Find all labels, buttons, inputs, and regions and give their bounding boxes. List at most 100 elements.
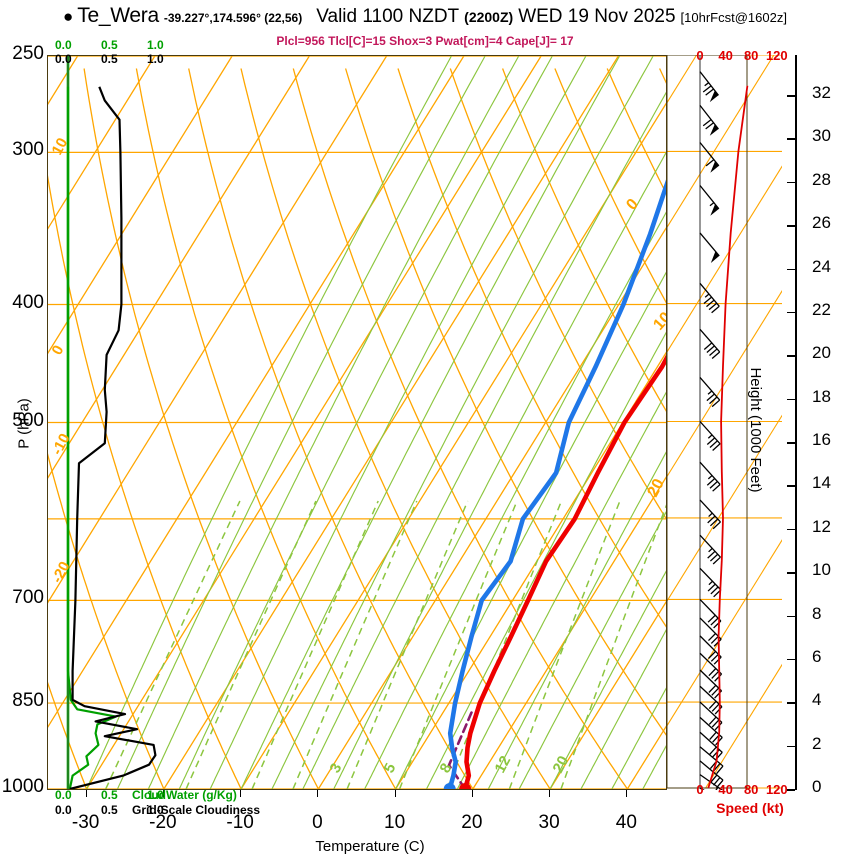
speed-axis-label: Speed (kt) [716,800,784,816]
temperature-tickmark [85,790,87,797]
height-tickmark [787,615,795,617]
svg-text:3: 3 [327,761,346,776]
height-tickmark [787,225,795,227]
sounding-curves [443,179,666,789]
temperature-tick-10: 10 [384,812,406,833]
pressure-tick-250: 250 [12,43,44,64]
speed-tick-top-80: 80 [743,48,759,63]
height-tick-4: 4 [812,690,822,710]
cloudwater-tick-bottom-2: 1.0 [147,788,164,802]
pressure-axis-label: P (hPa) [15,398,33,449]
height-tick-0: 0 [812,777,822,796]
pressure-tick-850: 850 [12,690,44,712]
svg-text:5: 5 [381,761,400,776]
svg-text:-20: -20 [49,559,74,586]
speed-tick-top-0: 0 [696,48,704,63]
dry-adiabat-lines [48,68,666,789]
height-tickmark [787,528,795,531]
wind-canvas [0,54,850,812]
temperature-tickmark [626,790,628,797]
svg-text:0: 0 [623,196,642,214]
temperature-tick--20: -20 [149,812,177,833]
cloudiness-axis-label: Grid-Scale Cloudiness [132,803,261,817]
height-tick-10: 10 [812,560,831,580]
valid-time: Valid 1100 NZDT [316,6,460,27]
cloudwater-tick-top-0: 0.0 [55,38,72,52]
height-tickmark [787,181,795,184]
height-tick-22: 22 [812,299,831,319]
station-name: Te_Wera [77,4,159,27]
speed-tick-bottom-0: 0 [696,782,704,797]
speed-tick-bottom-40: 40 [718,782,733,797]
pressure-tick-1000: 1000 [1,776,44,797]
height-tick-12: 12 [812,516,831,536]
valid-time-zulu: (2200Z) [464,9,514,25]
speed-tick-top-40: 40 [718,48,733,63]
svg-text:10: 10 [49,135,72,158]
temperature-tick-40: 40 [615,812,637,833]
cloudwater-axis-label: CloudWater (g/Kg) [132,788,237,802]
temperature-tickmark [394,790,396,797]
speed-tick-bottom-80: 80 [743,782,759,797]
height-tickmark [787,572,795,574]
temperature-axis-label: Temperature (C) [315,838,425,855]
height-tick-30: 30 [812,126,831,146]
height-tickmark [787,138,795,140]
temperature-tickmark [240,790,242,797]
svg-text:20: 20 [645,476,666,500]
speed-tick-bottom-120: 120 [765,782,788,797]
moist-adiabat-lines [86,56,666,789]
skewt-plot-area: 10 0 -10 -20 0 10 20 3 5 8 12 20 [47,55,667,790]
height-axis-label: Height (1000 Feet) [747,367,764,493]
cloudiness-tick-top-1: 0.5 [101,52,118,66]
cloudiness-tick-bottom-0: 0.0 [55,803,72,817]
wind-speed-panel [0,54,850,812]
height-tickmark [787,355,795,357]
pressure-tick-500: 500 [12,409,44,431]
cloudiness-tick-bottom-2: 1.0 [147,803,164,817]
forecast-info: [10hrFcst@1602z] [680,10,787,25]
height-tickmark [787,398,795,401]
station-coordinates: -39.227°,174.596° (22,56) [163,11,303,25]
temperature-tick--10: -10 [226,812,254,833]
height-tick-2: 2 [812,733,822,753]
stability-indices: Plcl=956 Tlcl[C]=15 Shox=3 Pwat[cm]=4 Ca… [276,34,574,48]
svg-text:-10: -10 [49,431,74,458]
svg-text:20: 20 [550,753,573,776]
temperature-tickmark [549,790,551,797]
skewt-canvas: 10 0 -10 -20 0 10 20 3 5 8 12 20 [48,56,666,789]
wind-speed-curve [707,85,749,789]
svg-text:8: 8 [437,761,456,776]
height-tick-28: 28 [812,169,831,189]
height-tick-24: 24 [812,256,831,276]
wind-panel-grid [0,54,850,789]
height-tickmark [787,789,795,791]
height-tickmark [787,311,795,314]
height-tick-32: 32 [812,83,831,103]
temperature-tickmark [471,790,473,797]
valid-date: WED 19 Nov 2025 [518,6,676,27]
pressure-tick-300: 300 [12,139,44,161]
pressure-tick-400: 400 [12,291,44,313]
height-tick-14: 14 [812,473,831,493]
height-tick-8: 8 [812,603,822,623]
cloudiness-tick-bottom-1: 0.5 [101,803,118,817]
temperature-tick-0: 0 [312,812,323,833]
cloudwater-tick-top-1: 0.5 [101,38,118,52]
height-tickmark [787,658,795,661]
speed-tick-top-120: 120 [765,48,788,63]
temperature-tick-30: 30 [538,812,560,833]
svg-text:12: 12 [492,753,515,776]
cloudiness-tick-top-0: 0.0 [55,52,72,66]
header: ● Te_Wera -39.227°,174.596° (22,56) Vali… [0,4,850,32]
height-tick-16: 16 [812,430,831,450]
cloudwater-tick-bottom-1: 0.5 [101,788,118,802]
height-tickmark [787,268,795,271]
height-tick-20: 20 [812,343,831,363]
temperature-tick-20: 20 [461,812,483,833]
temperature-tick--30: -30 [71,812,100,833]
temperature-tickmark [162,790,164,797]
station-marker-icon: ● [63,7,74,26]
pressure-tick-700: 700 [12,587,44,609]
height-tick-18: 18 [812,386,831,406]
